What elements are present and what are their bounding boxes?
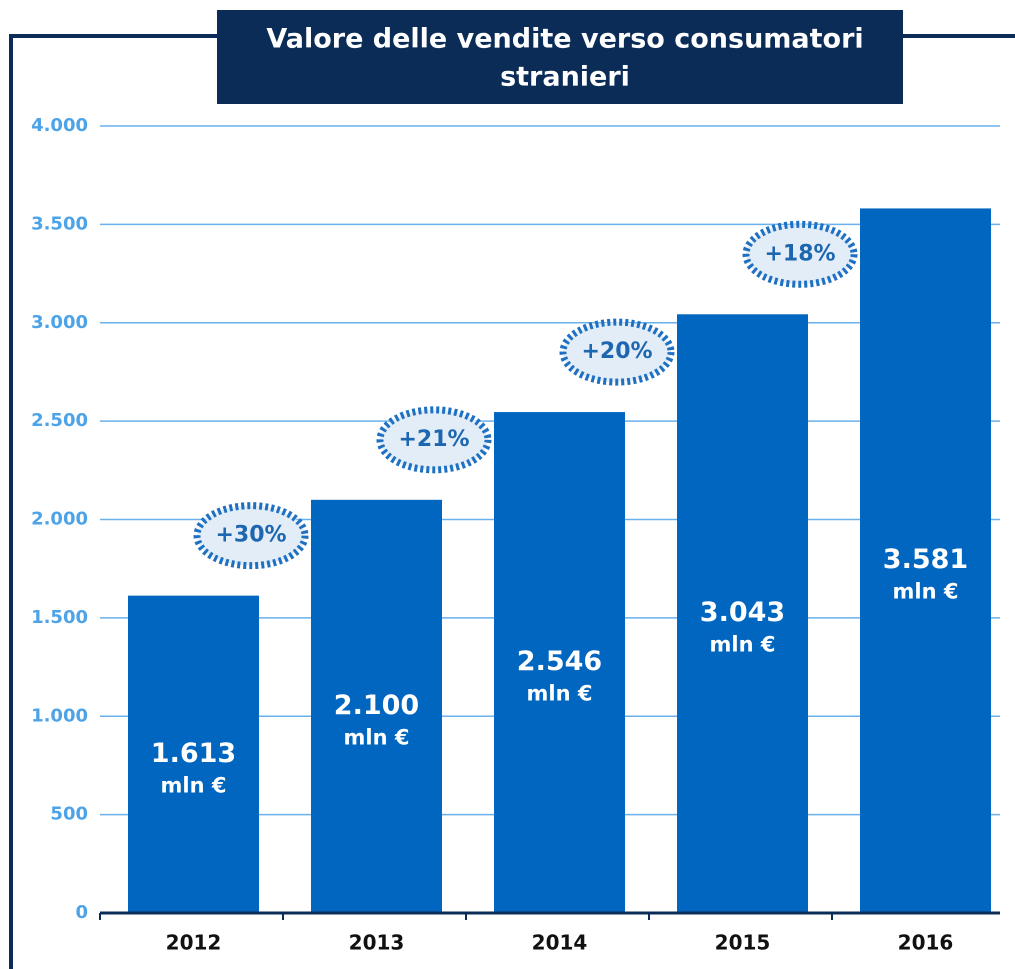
y-tick-label: 2.500: [31, 410, 88, 431]
growth-badge: [742, 220, 858, 288]
value-label: 3.043: [700, 597, 785, 628]
value-unit: mln €: [893, 580, 959, 604]
value-unit: mln €: [527, 682, 593, 706]
growth-label: +30%: [215, 523, 286, 548]
chart-title: Valore delle vendite verso consumatori: [266, 24, 863, 55]
growth-label: +21%: [398, 427, 469, 452]
x-tick-label: 2013: [349, 931, 405, 955]
x-tick-label: 2016: [898, 931, 954, 955]
bar: [311, 499, 442, 913]
value-label: 2.546: [517, 646, 602, 677]
bar: [677, 314, 808, 913]
y-tick-label: 500: [50, 804, 88, 825]
y-tick-label: 1.000: [31, 705, 88, 726]
growth-badge: [559, 318, 675, 386]
value-label: 1.613: [151, 738, 236, 769]
bar: [860, 208, 991, 914]
x-tick-label: 2012: [166, 931, 222, 955]
value-unit: mln €: [161, 773, 227, 797]
growth-label: +20%: [581, 339, 652, 364]
bar: [494, 412, 625, 913]
title-box: [217, 10, 903, 104]
growth-badge: [376, 406, 492, 474]
value-unit: mln €: [344, 725, 410, 749]
value-label: 2.100: [334, 690, 419, 721]
growth-label: +18%: [764, 241, 835, 266]
bar: [128, 595, 259, 913]
y-tick-label: 0: [75, 902, 88, 923]
y-tick-label: 3.500: [31, 213, 88, 234]
x-tick-label: 2014: [532, 931, 588, 955]
value-label: 3.581: [883, 544, 968, 575]
value-unit: mln €: [710, 633, 776, 657]
y-tick-label: 2.000: [31, 509, 88, 530]
y-tick-label: 3.000: [31, 312, 88, 333]
y-tick-label: 1.500: [31, 607, 88, 628]
x-tick-label: 2015: [715, 931, 771, 955]
growth-badge: [193, 502, 309, 570]
y-tick-label: 4.000: [31, 115, 88, 136]
chart-title: stranieri: [500, 62, 630, 93]
